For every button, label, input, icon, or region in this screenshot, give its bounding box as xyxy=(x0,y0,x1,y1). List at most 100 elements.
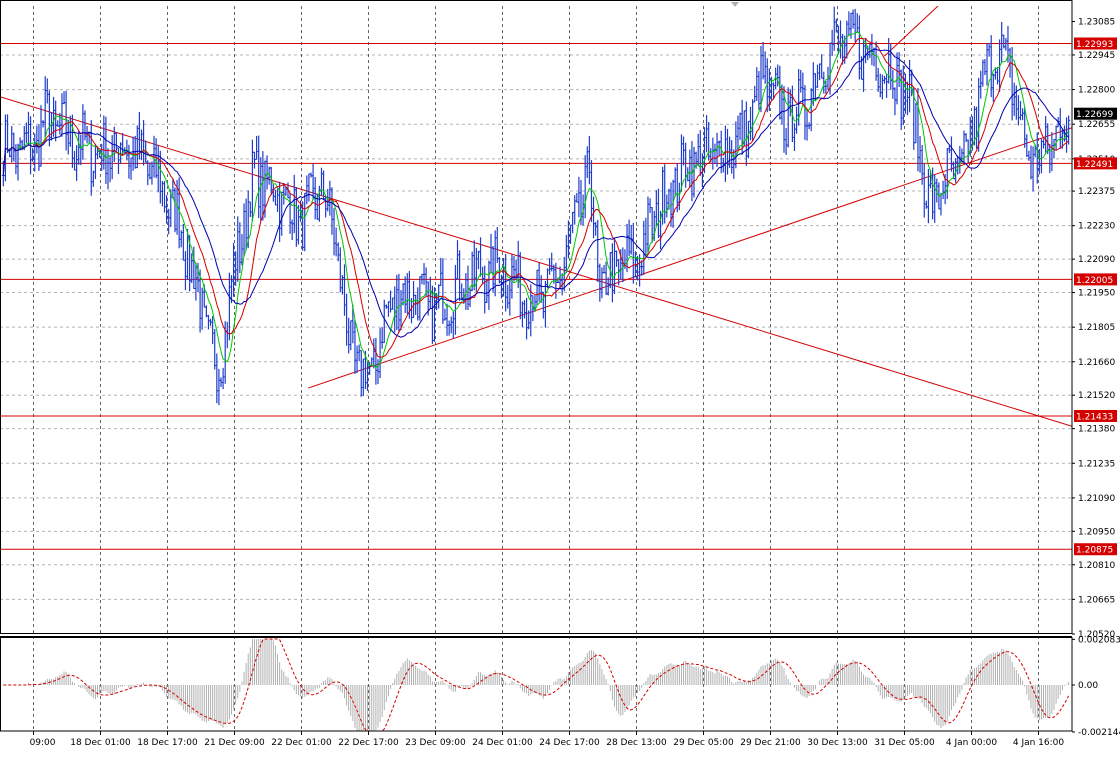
price-bar xyxy=(353,319,357,375)
price-bar xyxy=(447,320,451,336)
price-tick-label: 1.22655 xyxy=(1078,120,1115,130)
price-bar xyxy=(682,136,686,166)
time-tick-label: 4 Jan 00:00 xyxy=(946,738,998,748)
price-bar xyxy=(717,140,721,157)
price-bar xyxy=(305,175,309,205)
price-bar xyxy=(602,264,606,274)
time-tick-label: 28 Dec 13:00 xyxy=(606,738,667,748)
price-bar xyxy=(977,77,981,152)
price-bar xyxy=(746,120,750,159)
price-bar xyxy=(546,268,550,289)
horizontal-levels xyxy=(0,42,1072,550)
price-tick-label: 1.22375 xyxy=(1078,187,1115,197)
price-bar xyxy=(66,119,70,155)
price-bar xyxy=(975,106,979,149)
price-bar xyxy=(253,151,257,169)
price-bar xyxy=(380,326,384,349)
price-tick-label: 1.21090 xyxy=(1078,494,1115,504)
osc-tick-label: -0.002144 xyxy=(1078,728,1120,738)
price-bar xyxy=(6,114,10,154)
price-bar xyxy=(615,250,619,267)
price-bar xyxy=(784,127,788,155)
price-bar xyxy=(332,208,336,256)
price-bar xyxy=(933,175,937,223)
price-bar xyxy=(89,120,93,196)
price-bar xyxy=(654,190,658,226)
price-bar xyxy=(227,272,231,341)
price-bar xyxy=(571,211,575,234)
price-bar xyxy=(853,8,857,43)
axes: 1.230851.229451.228001.226551.225101.223… xyxy=(30,18,1120,748)
price-bar xyxy=(696,133,700,167)
price-bar xyxy=(564,234,568,274)
price-bar xyxy=(830,29,834,57)
price-level-label: 1.22993 xyxy=(1076,40,1113,50)
price-bar xyxy=(303,192,307,252)
trendlines xyxy=(0,6,1072,427)
time-tick-label: 4 Jan 16:00 xyxy=(1013,738,1065,748)
price-bar xyxy=(1058,108,1062,150)
shift-marker-icon xyxy=(731,2,739,7)
price-level-label: 1.20875 xyxy=(1076,546,1113,556)
price-bar xyxy=(820,54,824,79)
price-tick-label: 1.21380 xyxy=(1078,425,1115,435)
price-bar xyxy=(238,222,242,274)
price-bar xyxy=(211,316,215,345)
price-bar xyxy=(786,87,790,148)
price-bar xyxy=(698,130,702,176)
price-bar xyxy=(625,223,629,273)
price-bar xyxy=(395,274,399,331)
price-bar xyxy=(918,136,922,173)
price-bar xyxy=(1044,115,1048,153)
price-bar xyxy=(108,155,112,183)
price-bar xyxy=(54,100,58,142)
time-tick-label: 24 Dec 17:00 xyxy=(539,738,600,748)
price-bar xyxy=(891,69,895,99)
price-bar xyxy=(156,145,160,193)
price-bar xyxy=(832,6,836,51)
price-bar xyxy=(506,284,510,309)
price-bar xyxy=(642,220,646,275)
price-tick-label: 1.22090 xyxy=(1078,255,1115,265)
price-bar xyxy=(163,180,167,213)
price-tick-label: 1.21520 xyxy=(1078,391,1115,401)
price-bar xyxy=(451,311,455,339)
price-bar xyxy=(1050,132,1054,172)
price-bar xyxy=(749,106,753,141)
price-bar xyxy=(899,69,903,131)
price-bar xyxy=(878,73,882,98)
price-bar xyxy=(876,67,880,92)
price-bar xyxy=(815,64,819,88)
price-bar xyxy=(778,65,782,120)
price-bar xyxy=(893,87,897,116)
price-bar xyxy=(981,59,985,87)
price-bar xyxy=(573,195,577,225)
time-tick-label: 18 Dec 17:00 xyxy=(137,738,198,748)
price-bar xyxy=(288,192,292,234)
price-bar xyxy=(200,287,204,330)
price-tick-label: 1.22945 xyxy=(1078,51,1115,61)
price-bar xyxy=(456,240,460,280)
price-bar xyxy=(347,317,351,354)
price-bar xyxy=(596,219,600,283)
price-bar xyxy=(851,9,855,29)
oscillator-panel xyxy=(3,638,1070,732)
price-bar xyxy=(673,167,677,197)
price-bar xyxy=(43,76,47,138)
price-bar xyxy=(495,227,499,263)
price-bar xyxy=(35,125,39,154)
price-level-label-box xyxy=(1074,409,1117,422)
price-bar xyxy=(445,303,449,336)
price-tick-label: 1.23085 xyxy=(1078,18,1115,28)
price-bar xyxy=(472,240,476,291)
price-tick-label: 1.20810 xyxy=(1078,561,1115,571)
price-bar xyxy=(342,264,346,316)
time-tick-label: 31 Dec 05:00 xyxy=(874,738,935,748)
price-bar xyxy=(577,176,581,218)
price-bar xyxy=(1031,146,1035,192)
price-bar xyxy=(648,198,652,213)
price-bar xyxy=(10,126,14,163)
price-bar xyxy=(106,148,110,190)
price-bar xyxy=(213,329,217,370)
